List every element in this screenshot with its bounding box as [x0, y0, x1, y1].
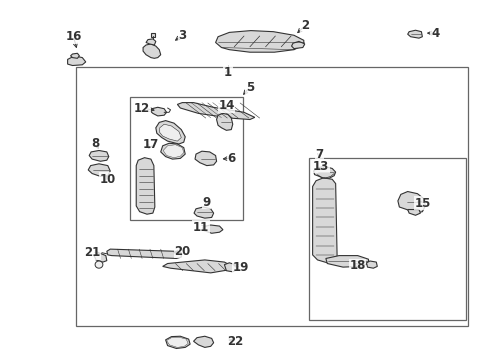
Polygon shape [146, 39, 156, 45]
Polygon shape [313, 178, 337, 263]
Polygon shape [367, 261, 377, 268]
Polygon shape [107, 249, 181, 258]
Polygon shape [408, 210, 420, 215]
Polygon shape [203, 225, 223, 233]
Polygon shape [151, 107, 167, 116]
Polygon shape [326, 256, 368, 267]
Text: 17: 17 [143, 138, 159, 150]
Polygon shape [167, 337, 188, 347]
Text: 21: 21 [84, 246, 100, 259]
Text: 14: 14 [218, 99, 235, 112]
Polygon shape [136, 158, 155, 214]
Polygon shape [216, 31, 304, 52]
Polygon shape [194, 207, 214, 218]
Polygon shape [217, 113, 233, 130]
Polygon shape [194, 336, 214, 347]
Text: 12: 12 [134, 102, 150, 114]
Polygon shape [195, 151, 217, 166]
Polygon shape [224, 263, 238, 272]
Polygon shape [151, 33, 155, 37]
Text: 11: 11 [193, 221, 209, 234]
Polygon shape [163, 260, 231, 273]
Bar [76, 67, 468, 326]
Text: 1: 1 [224, 66, 232, 78]
Text: 6: 6 [227, 152, 235, 165]
Text: 16: 16 [65, 30, 82, 43]
Text: 18: 18 [349, 259, 366, 272]
Text: 7: 7 [316, 148, 323, 161]
Bar [130, 97, 243, 220]
Text: 9: 9 [203, 196, 211, 209]
Text: 2: 2 [301, 19, 309, 32]
Polygon shape [163, 145, 184, 158]
Text: 13: 13 [313, 160, 329, 173]
Polygon shape [156, 121, 185, 144]
Polygon shape [408, 30, 422, 38]
Polygon shape [89, 150, 109, 161]
Text: 22: 22 [227, 335, 244, 348]
Polygon shape [68, 57, 86, 66]
Polygon shape [95, 261, 103, 268]
Polygon shape [160, 124, 181, 141]
Polygon shape [177, 103, 255, 120]
Text: 4: 4 [431, 27, 439, 40]
Text: 3: 3 [178, 29, 186, 42]
Text: 19: 19 [233, 261, 249, 274]
Polygon shape [161, 143, 185, 159]
Text: 10: 10 [99, 173, 116, 186]
Text: 5: 5 [246, 81, 254, 94]
Polygon shape [94, 253, 107, 262]
Text: 8: 8 [92, 137, 99, 150]
Polygon shape [143, 44, 161, 58]
Polygon shape [88, 164, 110, 176]
Polygon shape [71, 53, 79, 58]
Text: 20: 20 [174, 245, 191, 258]
Polygon shape [292, 41, 305, 49]
Bar [309, 158, 466, 320]
Text: 15: 15 [414, 197, 431, 210]
Polygon shape [166, 336, 190, 348]
Polygon shape [314, 166, 336, 178]
Polygon shape [398, 192, 425, 213]
